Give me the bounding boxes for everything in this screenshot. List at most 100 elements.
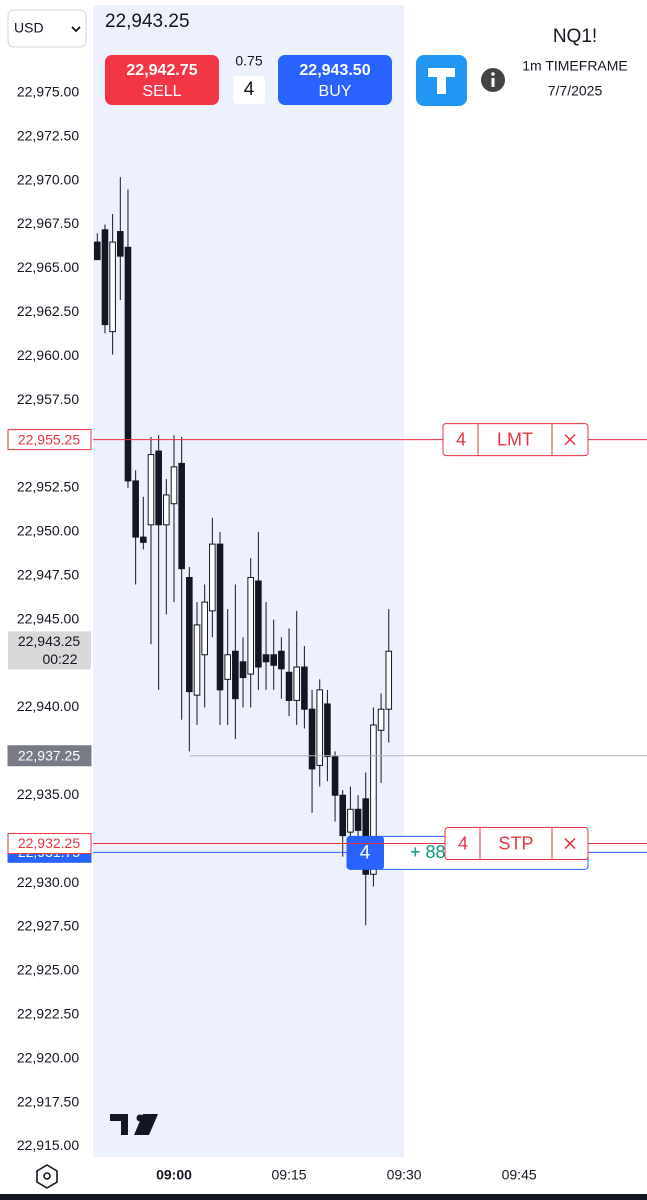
price-label-box <box>7 833 92 855</box>
candle-body <box>324 703 331 758</box>
y-tick-label: 22,960.00 <box>17 347 79 363</box>
candle-body <box>170 466 178 505</box>
candle-body <box>354 808 362 831</box>
y-tick-label: 22,915.00 <box>17 1137 79 1153</box>
candle-body <box>193 624 201 696</box>
candle-body <box>331 756 339 796</box>
candle-body <box>308 708 316 770</box>
candle-body <box>301 666 308 710</box>
price-label: 22,937.25 <box>18 747 80 763</box>
plot: 22,975.00 22,972.50 22,970.00 22,967.50 22,9… <box>7 84 647 1183</box>
info-dot <box>491 72 495 76</box>
candle-body <box>262 654 270 663</box>
chevron <box>71 26 81 33</box>
candle-body <box>278 650 285 670</box>
y-tick-label: 22,962.50 <box>17 303 79 319</box>
currency-select[interactable] <box>7 9 87 48</box>
y-tick-label: 22,950.00 <box>17 523 79 539</box>
candle-body <box>216 543 224 691</box>
buy-label: BUY <box>319 83 352 100</box>
candle-body <box>155 450 162 526</box>
quantity-box[interactable] <box>233 76 265 104</box>
x-tick-label: 09:30 <box>387 1167 422 1183</box>
y-tick-label: 22,917.50 <box>17 1093 79 1109</box>
candle-body <box>285 671 293 701</box>
info-stem <box>491 78 495 87</box>
date: 7/7/2025 <box>548 83 603 99</box>
order-kind: LMT <box>497 429 533 449</box>
y-tick-label: 22,947.50 <box>17 566 79 582</box>
price-label: 22,955.25 <box>18 431 80 447</box>
candle-body <box>132 480 139 538</box>
candle-body <box>101 229 109 326</box>
current-price: 22,943.25 <box>18 633 80 649</box>
candle-body <box>385 650 393 710</box>
candle-body <box>293 666 301 701</box>
position-pnl: + 88 <box>410 842 446 862</box>
order-cancel[interactable] <box>564 838 576 850</box>
y-tick-label: 22,935.00 <box>17 786 79 802</box>
order-kind: STP <box>498 833 533 853</box>
y-tick-label: 22,957.50 <box>17 391 79 407</box>
spread: 0.75 <box>235 53 262 69</box>
buy-button[interactable] <box>278 55 392 105</box>
candle-body <box>117 231 124 257</box>
order-qty: 4 <box>456 429 466 449</box>
candle-body <box>270 654 278 666</box>
bottom-bar <box>0 1194 647 1200</box>
y-tick-label: 22,940.00 <box>17 698 79 714</box>
x-tick-label: 09:15 <box>272 1167 307 1183</box>
candle-body <box>209 543 216 612</box>
sell-price: 22,942.75 <box>126 62 197 79</box>
current-price-box <box>8 631 91 670</box>
order-cancel[interactable] <box>564 434 576 446</box>
candle-body <box>347 808 354 833</box>
candle-body <box>93 241 101 261</box>
y-tick-label: 22,920.00 <box>17 1049 79 1065</box>
y-tick-label: 22,930.00 <box>17 874 79 890</box>
last-price: 22,943.25 <box>105 11 190 32</box>
candle-body <box>224 654 231 680</box>
candle-body <box>316 689 324 766</box>
price-label-box <box>7 429 92 451</box>
symbol: NQ1! <box>553 26 597 47</box>
candle-body <box>163 494 170 526</box>
candle-body <box>232 650 239 700</box>
settings-icon[interactable] <box>36 1164 58 1189</box>
tv-logo <box>110 1114 158 1135</box>
candle-body <box>339 794 347 837</box>
y-tick-label: 22,952.50 <box>17 479 79 495</box>
y-tick-label: 22,927.50 <box>17 918 79 934</box>
timeframe: 1m TIMEFRAME <box>522 58 628 74</box>
y-tick-label: 22,925.00 <box>17 962 79 978</box>
y-tick-label: 22,922.50 <box>17 1005 79 1021</box>
countdown: 00:22 <box>42 651 77 667</box>
sell-button[interactable] <box>105 55 219 105</box>
price-label: 22,932.25 <box>18 835 80 851</box>
sell-label: SELL <box>142 83 181 100</box>
position-qty-box <box>347 836 384 870</box>
y-tick-label: 22,970.00 <box>17 171 79 187</box>
candle-body <box>124 246 132 482</box>
candle-body <box>239 661 247 679</box>
candle-body <box>140 536 147 543</box>
currency: USD <box>14 20 44 36</box>
quantity: 4 <box>244 79 255 100</box>
buy-price: 22,943.50 <box>299 62 370 79</box>
candle-body <box>247 576 254 675</box>
settings-icon-center <box>43 1172 51 1180</box>
y-tick-label: 22,965.00 <box>17 259 79 275</box>
price-label-box <box>7 745 92 767</box>
y-tick-label: 22,972.50 <box>17 127 79 143</box>
x-tick-label: 09:00 <box>156 1167 192 1183</box>
candle-body <box>147 454 155 526</box>
candle-body <box>255 580 262 668</box>
tv-logo-dot <box>136 1114 144 1122</box>
candle-body <box>377 708 385 731</box>
candle-body <box>186 576 193 693</box>
y-tick-label: 22,967.50 <box>17 215 79 231</box>
order-qty: 4 <box>458 833 468 853</box>
candle-body <box>370 724 377 875</box>
